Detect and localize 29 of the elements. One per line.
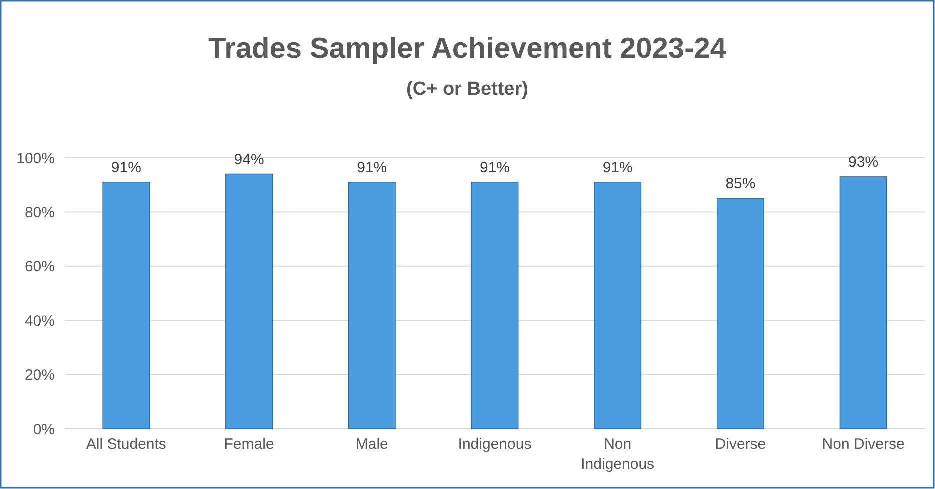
x-tick-label: Male (356, 436, 388, 453)
data-label: 91% (480, 159, 510, 176)
bar (348, 182, 396, 430)
y-tick-label: 20% (24, 367, 55, 384)
data-label: 93% (848, 154, 879, 171)
y-tick-label: 60% (24, 258, 55, 276)
bar (471, 182, 519, 430)
data-label: 91% (111, 159, 142, 176)
chart-title: Trades Sampler Achievement 2023-24 (208, 33, 726, 65)
chart-subtitle: (C+ or Better) (406, 79, 528, 100)
y-tick-label: 100% (16, 150, 55, 168)
x-tick-label: Non Indigenous (581, 436, 655, 473)
bar (840, 176, 888, 430)
x-tick-label: Non Diverse (822, 436, 905, 453)
y-tick-label: 80% (24, 204, 55, 222)
data-label: 91% (602, 159, 633, 176)
x-tick-label: Indigenous (458, 436, 532, 453)
bar (716, 198, 764, 430)
bar (226, 174, 274, 430)
bar (102, 182, 150, 430)
x-tick-label: All Students (86, 436, 166, 453)
bar (594, 182, 642, 430)
data-label: 94% (234, 151, 264, 168)
y-tick-label: 40% (24, 312, 55, 330)
data-label: 85% (726, 176, 756, 193)
data-label: 91% (357, 159, 388, 176)
x-tick-label: Female (224, 436, 274, 453)
y-tick-label: 0% (33, 421, 55, 438)
x-tick-label: Diverse (715, 436, 766, 453)
